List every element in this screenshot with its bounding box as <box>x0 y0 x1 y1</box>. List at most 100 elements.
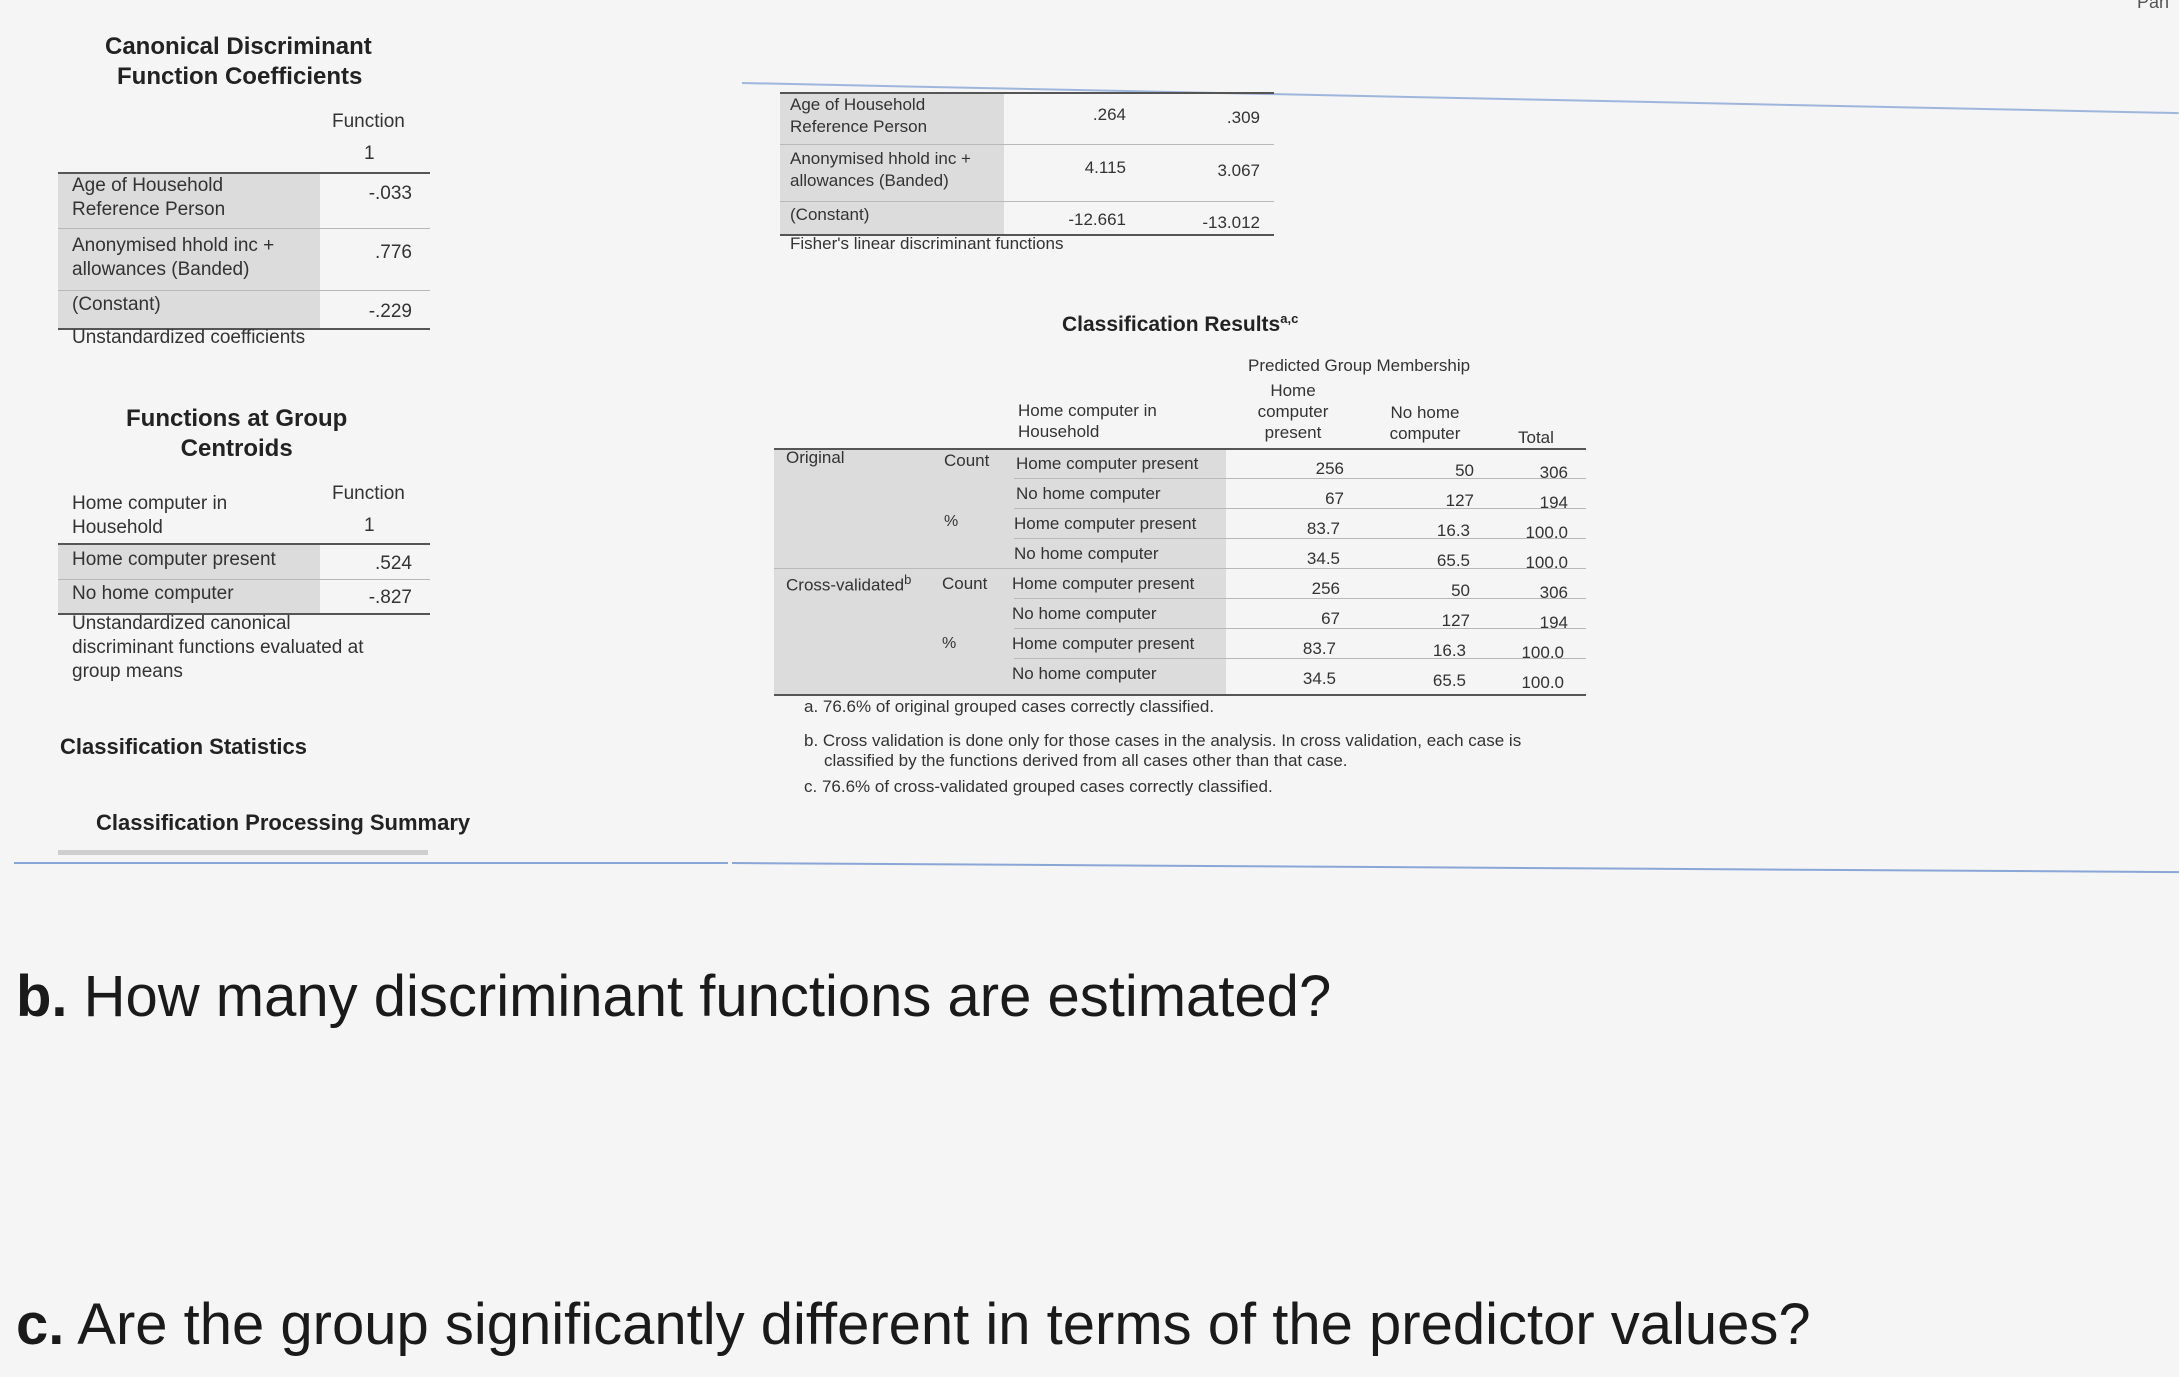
fisher-bottom-rule <box>780 234 1274 236</box>
results-row-header-l2: Household <box>1018 422 1100 441</box>
results-row-line <box>1014 478 1586 479</box>
question-c-text: Are the group significantly different in… <box>64 1292 1811 1357</box>
results-row-b: 50 <box>1455 461 1474 480</box>
coef-title-line1: Canonical Discriminant <box>105 33 372 60</box>
fisher-row-income: Anonymised hhold inc + allowances (Bande… <box>790 148 971 192</box>
results-row-b: 127 <box>1441 611 1470 630</box>
question-c-letter: c. <box>16 1292 65 1357</box>
results-row-t: 100.0 <box>1525 553 1568 572</box>
question-b-letter: b. <box>16 964 68 1029</box>
fisher-top-rule <box>780 92 1274 94</box>
results-row-line <box>1014 598 1586 599</box>
results-row-a: 83.7 <box>1302 639 1336 658</box>
results-cross-count: Count <box>942 574 988 593</box>
fisher-row-age-l2: Reference Person <box>790 117 928 136</box>
results-note-b-line2: classified by the functions derived from… <box>824 751 1348 770</box>
coef-row-income: Anonymised hhold inc + allowances (Bande… <box>72 234 274 282</box>
results-row-line <box>1014 508 1586 509</box>
classification-statistics-title: Classification Statistics <box>60 734 307 759</box>
centroids-divider <box>58 579 430 580</box>
results-label-shade <box>774 450 1226 694</box>
results-row-label: Home computer present <box>1012 574 1195 593</box>
centroids-title-line1: Functions at Group <box>126 405 348 432</box>
coef-row-age-l2: Reference Person <box>72 199 226 220</box>
fisher-income-v2: 3.067 <box>1217 161 1260 180</box>
coef-divider-1 <box>58 228 430 229</box>
coef-function-num: 1 <box>364 143 375 164</box>
results-col-none-l1: No home <box>1390 403 1460 422</box>
coef-row-income-l1: Anonymised hhold inc + <box>72 235 275 256</box>
coef-function-header: Function <box>332 111 405 132</box>
results-row-t: 100.0 <box>1525 523 1568 542</box>
centroids-none-value: -.827 <box>368 587 412 608</box>
coef-label-shade <box>58 174 320 328</box>
centroids-function-header: Function <box>332 483 405 504</box>
centroids-footer-l1: Unstandardized canonical <box>72 613 291 634</box>
centroids-footer-l3: group means <box>72 661 183 682</box>
fisher-footer: Fisher's linear discriminant functions <box>790 234 1064 253</box>
centroids-row-header-l2: Household <box>72 517 163 538</box>
centroids-bottom-rule <box>58 613 430 615</box>
fisher-divider-1 <box>780 144 1274 145</box>
results-row-b: 65.5 <box>1432 671 1466 690</box>
results-note-b-line1: b. Cross validation is done only for tho… <box>804 731 1522 750</box>
question-b-text: How many discriminant functions are esti… <box>67 964 1332 1029</box>
coef-row-age: Age of Household Reference Person <box>72 174 225 222</box>
results-row-header-l1: Home computer in <box>1018 401 1157 420</box>
coef-footer: Unstandardized coefficients <box>72 327 306 348</box>
centroids-row-present: Home computer present <box>72 549 276 570</box>
coef-title-line2: Function Coefficients <box>117 63 363 90</box>
centroids-present-value: .524 <box>375 553 412 574</box>
results-col-none-l2: computer <box>1389 424 1461 443</box>
results-cross-label: Cross-validatedb <box>786 568 911 598</box>
coef-row-constant: (Constant) <box>72 294 161 315</box>
results-bottom-rule <box>774 694 1586 696</box>
centroids-row-header-l1: Home computer in <box>72 493 228 514</box>
results-row-t: 194 <box>1539 613 1568 632</box>
results-top-rule <box>774 448 1586 450</box>
results-col-present-header: Home computer present <box>1252 380 1334 443</box>
results-original-pct: % <box>944 513 959 530</box>
centroids-title: Functions at Group Centroids <box>126 404 347 464</box>
fisher-row-age-l1: Age of Household <box>790 95 926 114</box>
results-row-b: 50 <box>1451 581 1470 600</box>
corner-partial-text: Pan <box>2137 0 2170 12</box>
centroids-footer: Unstandardized canonical discriminant fu… <box>72 612 364 684</box>
left-divider-line <box>14 862 728 864</box>
question-b: b. How many discriminant functions are e… <box>16 962 1331 1032</box>
fisher-label-shade <box>780 94 1004 234</box>
coef-constant-value: -.229 <box>368 301 412 322</box>
results-row-label: No home computer <box>1016 484 1161 503</box>
coef-row-income-l2: allowances (Banded) <box>72 259 250 280</box>
results-title-sup: a,c <box>1280 311 1299 326</box>
results-row-b: 16.3 <box>1436 521 1470 540</box>
fisher-row-age: Age of Household Reference Person <box>790 94 927 138</box>
results-title-text: Classification Results <box>1062 313 1281 336</box>
results-row-label: Home computer present <box>1016 454 1199 473</box>
results-cross-text: Cross-validated <box>786 575 905 595</box>
coef-row-age-l1: Age of Household <box>72 175 224 196</box>
results-row-a: 256 <box>1315 459 1344 478</box>
fisher-age-v2: .309 <box>1226 108 1260 127</box>
results-original-label: Original <box>786 448 845 467</box>
results-row-a: 34.5 <box>1306 549 1340 568</box>
results-row-t: 194 <box>1539 493 1568 512</box>
processing-grey-bar <box>58 850 428 855</box>
results-row-label: No home computer <box>1012 604 1157 623</box>
results-row-line <box>1014 658 1586 659</box>
fisher-constant-v2: -13.012 <box>1202 213 1260 232</box>
results-row-b: 16.3 <box>1432 641 1466 660</box>
results-col-present-l1: Home <box>1270 381 1316 400</box>
results-row-b: 65.5 <box>1436 551 1470 570</box>
results-row-t: 100.0 <box>1521 673 1564 692</box>
results-row-a: 34.5 <box>1302 669 1336 688</box>
results-original-count: Count <box>944 451 990 470</box>
results-row-header: Home computer in Household <box>1018 400 1157 442</box>
results-note-c: c. 76.6% of cross-validated grouped case… <box>804 777 1273 796</box>
fisher-row-income-l1: Anonymised hhold inc + <box>790 149 971 168</box>
coef-top-rule <box>58 172 430 174</box>
results-row-a: 256 <box>1311 579 1340 598</box>
fisher-income-v1: 4.115 <box>1084 158 1126 177</box>
results-note-a: a. 76.6% of original grouped cases corre… <box>804 697 1215 716</box>
fisher-age-v1: .264 <box>1092 105 1126 124</box>
